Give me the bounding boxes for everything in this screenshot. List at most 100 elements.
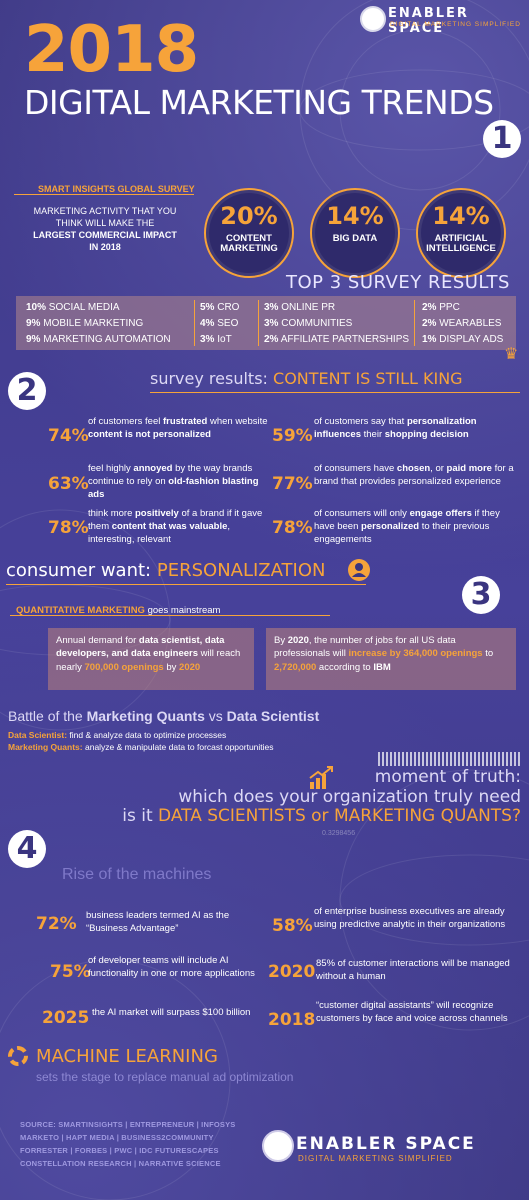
stat-description: of customers feel frustrated when websit… (88, 416, 268, 440)
section-number-badge: 4 (8, 830, 46, 868)
stat-number: 74% (48, 426, 89, 446)
stat-description: of consumers will only engage offers if … (314, 508, 500, 545)
growth-chart-icon (308, 766, 334, 795)
brand-name: ENABLER SPACE (388, 6, 469, 36)
result-item: 2% WEARABLES (422, 318, 502, 329)
mot-line: moment of truth: (374, 767, 521, 787)
results-column: 5% CRO 4% SEO 3% IoT (200, 300, 239, 348)
divider (150, 392, 520, 393)
section-heading: survey results: CONTENT IS STILL KING (150, 369, 463, 388)
stat-number: 2020 (268, 962, 316, 982)
stat-label: CONTENT (226, 233, 272, 244)
machine-learning-heading: MACHINE LEARNING (36, 1046, 218, 1067)
divider (414, 300, 415, 346)
survey-question-line: LARGEST COMMERCIAL IMPACT (33, 230, 177, 241)
divider (14, 194, 194, 195)
gear-icon (8, 1046, 28, 1066)
logo-icon (262, 1130, 294, 1162)
survey-question: MARKETING ACTIVITY THAT YOU THINK WILL M… (10, 205, 200, 254)
stat-number: 59% (272, 426, 313, 446)
stat-description: feel highly annoyed by the way brands co… (88, 463, 259, 500)
stat-description: of developer teams will include AI funct… (88, 955, 255, 979)
divider (6, 584, 366, 585)
result-item: 3% IoT (200, 334, 232, 345)
result-item: 3% ONLINE PR (264, 302, 336, 313)
section-number-badge: 3 (462, 576, 500, 614)
stat-number: 77% (272, 474, 313, 494)
result-item: 1% DISPLAY ADS (422, 334, 504, 345)
moment-of-truth: moment of truth: which does your organiz… (21, 767, 521, 827)
survey-question-line: THINK WILL MAKE THE (55, 218, 155, 229)
stat-number: 2025 (42, 1008, 90, 1028)
stat-label: MARKETING (220, 243, 278, 255)
page-year: 2018 (24, 13, 199, 87)
stat-percent: 20% (220, 202, 278, 230)
info-box-demand: Annual demand for data scientist, data d… (48, 628, 254, 690)
section-heading: QUANTITATIVE MARKETING goes mainstream (16, 605, 220, 616)
divider (10, 615, 330, 616)
divider (258, 300, 259, 346)
stat-percent: 14% (326, 202, 384, 230)
stat-description: of customers say that personalization in… (314, 416, 477, 440)
source-line: MARKETO | HAPT MEDIA | BUSINESS2COMMUNIT… (20, 1133, 214, 1143)
result-item: 9% MARKETING AUTOMATION (26, 334, 171, 345)
section-number-badge: 2 (8, 372, 46, 410)
definitions: Data Scientist: find & analyze data to o… (8, 729, 274, 754)
results-column: 10% SOCIAL MEDIA 9% MOBILE MARKETING 9% … (26, 300, 171, 348)
result-item: 10% SOCIAL MEDIA (26, 302, 120, 313)
survey-question-line: IN 2018 (89, 242, 121, 253)
footer-brand-tagline: DIGITAL MARKETING SIMPLIFIED (298, 1154, 453, 1163)
info-box-jobs: By 2020, the number of jobs for all US d… (266, 628, 516, 690)
survey-results-box (16, 296, 516, 350)
stat-number: 78% (272, 518, 313, 538)
mot-line: is it DATA SCIENTISTS or MARKETING QUANT… (122, 806, 521, 827)
stat-number: 2018 (268, 1010, 316, 1030)
result-item: 2% PPC (422, 302, 460, 313)
survey-question-line: MARKETING ACTIVITY THAT YOU (33, 206, 177, 216)
stat-description: think more positively of a brand if it g… (88, 508, 263, 545)
stat-percent: 14% (432, 202, 490, 230)
decorative-number: 0.3298456 (322, 830, 356, 837)
stat-label: INTELLIGENCE (426, 243, 496, 255)
stat-description: business leaders termed AI as the “Busin… (86, 910, 230, 934)
footer-brand-name: ENABLER SPACE (296, 1134, 476, 1154)
result-item: 2% AFFILIATE PARTNERSHIPS (264, 334, 410, 345)
heading-emphasis: QUANTITATIVE MARKETING (16, 605, 145, 616)
result-item: 9% MOBILE MARKETING (26, 318, 144, 329)
top3-label: TOP 3 SURVEY RESULTS (286, 272, 510, 293)
stat-description: “customer digital assistants” will recog… (316, 1000, 508, 1024)
heading-emphasis: PERSONALIZATION (156, 560, 326, 581)
mot-line: which does your organization truly need (178, 786, 521, 807)
binary-strip-decoration (378, 752, 520, 766)
heading-emphasis: CONTENT IS STILL KING (273, 369, 463, 388)
stat-number: 75% (50, 962, 91, 982)
source-line: CONSTELLATION RESEARCH | NARRATIVE SCIEN… (20, 1159, 221, 1169)
stat-number: 78% (48, 518, 89, 538)
stat-number: 72% (36, 914, 77, 934)
person-icon (348, 559, 370, 581)
section-heading: Rise of the machines (62, 866, 212, 883)
stat-circle-ai: 14% ARTIFICIAL INTELLIGENCE (416, 188, 506, 278)
page-title: DIGITAL MARKETING TRENDS (24, 83, 494, 122)
stat-description: the AI market will surpass $100 billion (92, 1007, 251, 1018)
heading-prefix: survey results: (150, 369, 268, 388)
definition-data-scientist: Data Scientist: find & analyze data to o… (8, 730, 227, 740)
brand-tagline: DIGITAL MARKETING SIMPLIFIED (390, 21, 521, 28)
stat-label: ARTIFICIAL (434, 233, 488, 244)
stat-description: of consumers have chosen, or paid more f… (314, 463, 514, 487)
heading-rest: goes mainstream (144, 605, 221, 616)
stat-circle-content-marketing: 20% CONTENT MARKETING (204, 188, 294, 278)
crown-icon: ♛ (504, 346, 519, 363)
stat-number: 58% (272, 916, 313, 936)
consumer-want-heading: consumer want: PERSONALIZATION (6, 560, 326, 581)
battle-heading: Battle of the Marketing Quants vs Data S… (8, 708, 320, 724)
source-line: FORRESTER | FORBES | PWC | IDC FUTURESCA… (20, 1146, 219, 1156)
section-number-badge: 1 (483, 120, 521, 158)
sources: SOURCE: SMARTINSIGHTS | ENTREPRENEUR | I… (20, 1118, 236, 1171)
stat-description: of enterprise business executives are al… (314, 906, 506, 930)
results-column: 2% PPC 2% WEARABLES 1% DISPLAY ADS (422, 300, 503, 348)
heading-prefix: consumer want: (6, 560, 152, 581)
logo-icon (360, 6, 386, 32)
results-column: 3% ONLINE PR 3% COMMUNITIES 2% AFFILIATE… (264, 300, 409, 348)
